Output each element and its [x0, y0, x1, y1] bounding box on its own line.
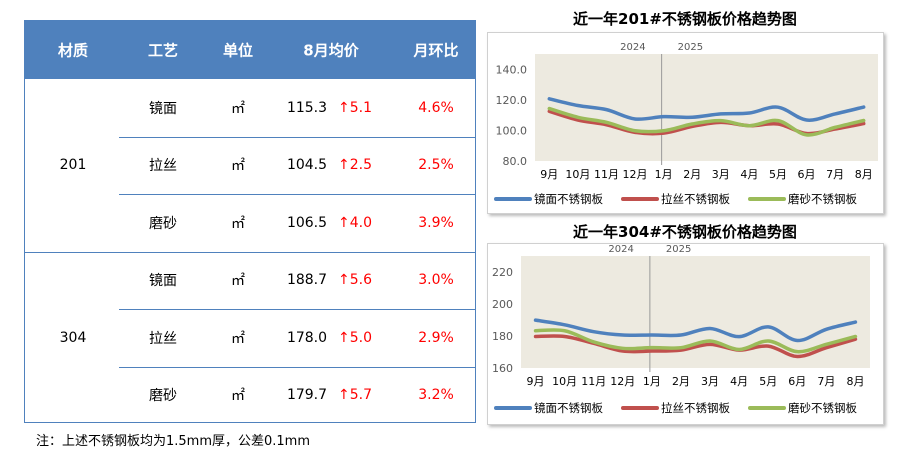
unit: ㎡ — [231, 388, 245, 405]
row-divider — [119, 309, 475, 310]
unit: ㎡ — [231, 273, 245, 290]
series-line-3 — [533, 328, 858, 354]
row-divider — [119, 194, 475, 195]
x-tick-label: 12月 — [623, 168, 648, 181]
x-tick-label: 9月 — [540, 168, 558, 181]
avg-price: 104.5 — [286, 157, 328, 174]
y-tick-label: 100.0 — [496, 124, 528, 137]
legend-label: 镜面不锈钢板 — [534, 401, 603, 415]
x-tick-label: 11月 — [594, 168, 619, 181]
process: 拉丝 — [149, 330, 177, 347]
footnote: 注：上述不锈钢板均为1.5mm厚，公差0.1mm — [36, 434, 311, 449]
unit: ㎡ — [231, 158, 245, 175]
header-avg-price: 8月均价 — [303, 41, 359, 60]
price-change: ↑2.5 — [338, 157, 372, 174]
x-tick-label: 1月 — [643, 375, 661, 388]
x-tick-label: 3月 — [712, 168, 730, 181]
chart-title-304: 近一年304#不锈钢板价格趋势图 — [573, 223, 797, 241]
header-process: 工艺 — [147, 41, 179, 60]
year-label-2025: 2025 — [678, 42, 703, 53]
year-label-2025: 2025 — [666, 244, 691, 255]
price-change: ↑5.0 — [338, 329, 372, 346]
chart-304: 160 180 200 220 9月 10月 11月 12月 1月 2月 3月 4月 5月 6月 7月 8月 2… — [487, 243, 884, 425]
series-line-1 — [547, 97, 866, 122]
series-line-1 — [533, 318, 858, 343]
price-change: ↑5.7 — [338, 387, 372, 404]
year-label-2024: 2024 — [608, 244, 633, 255]
y-tick-label: 80.0 — [503, 155, 528, 168]
row-divider — [119, 136, 475, 138]
x-tick-label: 10月 — [552, 375, 577, 388]
process: 镜面 — [149, 273, 177, 290]
table-header: 材质 工艺 单位 8月均价 月环比 — [25, 21, 475, 79]
x-tick-label: 7月 — [817, 375, 835, 388]
x-tick-label: 10月 — [565, 168, 590, 181]
x-tick-label: 12月 — [610, 375, 635, 388]
legend-label: 磨砂不锈钢板 — [788, 192, 857, 206]
y-tick-label: 220 — [492, 266, 513, 279]
header-material: 材质 — [57, 41, 89, 60]
x-tick-label: 3月 — [701, 375, 719, 388]
x-tick-label: 8月 — [846, 375, 864, 388]
unit: ㎡ — [231, 330, 245, 347]
x-tick-label: 2月 — [672, 375, 690, 388]
x-tick-label: 2月 — [683, 168, 701, 181]
header-unit: 单位 — [222, 41, 254, 60]
series-line-3 — [547, 106, 866, 137]
mom-change: 2.5% — [418, 157, 454, 174]
avg-price: 179.7 — [286, 387, 328, 404]
avg-price: 106.5 — [286, 214, 328, 231]
x-tick-label: 9月 — [527, 375, 545, 388]
y-tick-label: 160 — [492, 362, 513, 375]
header-mom: 月环比 — [413, 41, 459, 60]
material-201: 201 — [59, 157, 87, 174]
material-304: 304 — [59, 329, 87, 346]
process: 拉丝 — [149, 158, 177, 175]
mom-change: 3.9% — [418, 214, 454, 231]
x-tick-label: 7月 — [826, 168, 844, 181]
mom-change: 2.9% — [418, 329, 454, 346]
mom-change: 3.2% — [418, 387, 454, 404]
year-label-2024: 2024 — [620, 42, 645, 53]
avg-price: 115.3 — [286, 99, 328, 116]
process: 磨砂 — [149, 215, 177, 232]
y-tick-label: 140.0 — [496, 63, 528, 76]
chart-title-201: 近一年201#不锈钢板价格趋势图 — [573, 10, 797, 28]
x-tick-label: 5月 — [759, 375, 777, 388]
mom-change: 3.0% — [418, 272, 454, 289]
row-divider — [119, 366, 475, 368]
avg-price: 178.0 — [286, 329, 328, 346]
y-tick-label: 120.0 — [496, 94, 528, 107]
x-tick-label: 5月 — [769, 168, 787, 181]
process: 镜面 — [149, 100, 177, 117]
price-change: ↑5.6 — [338, 272, 372, 289]
avg-price: 188.7 — [286, 272, 328, 289]
price-change: ↑4.0 — [338, 214, 372, 231]
x-tick-label: 8月 — [855, 168, 873, 181]
x-tick-label: 1月 — [655, 168, 673, 181]
legend-label: 拉丝不锈钢板 — [661, 192, 730, 206]
unit: ㎡ — [231, 100, 245, 117]
x-tick-label: 6月 — [788, 375, 806, 388]
legend-label: 磨砂不锈钢板 — [788, 401, 857, 415]
mom-change: 4.6% — [418, 99, 454, 116]
chart-201: 80.0 100.0 120.0 140.0 9月 10月 11月 12月 1月 2月 3月 4月 5月… — [487, 32, 884, 214]
x-tick-label: 4月 — [730, 375, 748, 388]
y-tick-label: 180 — [492, 330, 513, 343]
x-tick-label: 6月 — [798, 168, 816, 181]
unit: ㎡ — [231, 215, 245, 232]
y-tick-label: 200 — [492, 298, 513, 311]
x-tick-label: 11月 — [581, 375, 606, 388]
group-divider — [25, 251, 475, 253]
price-change: ↑5.1 — [338, 99, 372, 116]
legend-label: 镜面不锈钢板 — [534, 192, 603, 206]
x-tick-label: 4月 — [740, 168, 758, 181]
process: 磨砂 — [149, 388, 177, 405]
legend-label: 拉丝不锈钢板 — [661, 401, 730, 415]
price-table: 材质 工艺 单位 8月均价 月环比 201 镜面 ㎡ 115.3 ↑5.1 4.… — [24, 20, 476, 423]
